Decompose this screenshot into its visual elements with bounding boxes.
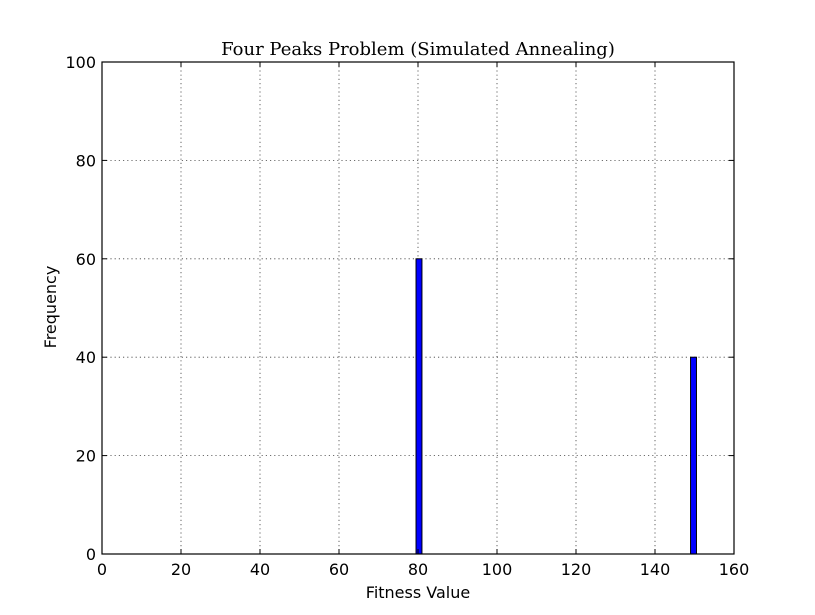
histogram-bar (690, 356, 697, 555)
histogram-bar (415, 258, 423, 555)
y-tick-label: 60 (76, 250, 96, 269)
x-tick-label: 60 (329, 560, 349, 579)
x-tick-label: 120 (561, 560, 592, 579)
x-tick-label: 80 (408, 560, 428, 579)
y-tick-label: 20 (76, 447, 96, 466)
y-tick-label: 80 (76, 151, 96, 170)
x-tick-labels: 0 20 40 60 80 100 120 140 160 (97, 560, 749, 579)
y-axis-label: Frequency (41, 266, 60, 349)
x-tick-label: 0 (97, 560, 107, 579)
y-tick-label: 100 (65, 53, 96, 72)
x-tick-label: 40 (250, 560, 270, 579)
y-tick-label: 0 (86, 545, 96, 564)
x-tick-label: 140 (640, 560, 671, 579)
x-tick-label: 20 (171, 560, 191, 579)
x-tick-label: 160 (719, 560, 750, 579)
chart-title: Four Peaks Problem (Simulated Annealing) (221, 39, 615, 60)
x-axis-label: Fitness Value (366, 583, 470, 602)
x-tick-label: 100 (482, 560, 513, 579)
y-tick-label: 40 (76, 348, 96, 367)
axis-ticks (101, 61, 735, 555)
bars (415, 258, 697, 555)
y-tick-labels: 0 20 40 60 80 100 (65, 53, 96, 564)
